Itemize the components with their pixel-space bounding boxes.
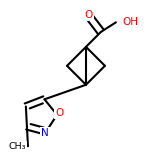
Text: O: O [55,108,64,118]
Text: CH₃: CH₃ [9,142,26,151]
Text: OH: OH [122,17,138,27]
Text: N: N [41,128,49,138]
Text: O: O [85,10,93,20]
